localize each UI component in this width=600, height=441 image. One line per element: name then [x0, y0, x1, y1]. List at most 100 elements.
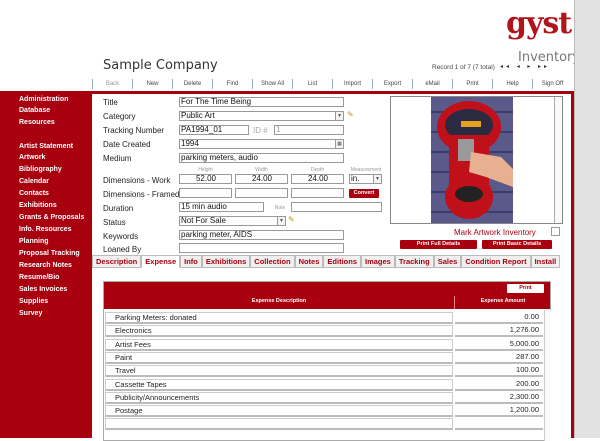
expense-amount-cell[interactable]: 5,000.00 — [455, 339, 543, 351]
tab-expense[interactable]: Expense — [141, 255, 181, 268]
print-full-details-button[interactable]: Print Full Details — [400, 240, 477, 249]
sidebar-item-sales-invoices[interactable]: Sales Invoices — [19, 286, 68, 293]
sidebar-item-administration[interactable]: Administration — [19, 96, 69, 103]
note-field[interactable] — [291, 202, 382, 212]
sidebar-item-survey[interactable]: Survey — [19, 310, 43, 317]
sidebar-item-calendar[interactable]: Calendar — [19, 178, 49, 185]
tab-sales[interactable]: Sales — [433, 255, 462, 268]
pencil-icon[interactable]: ✎ — [347, 110, 354, 119]
expense-scrollbar[interactable] — [544, 310, 551, 441]
chevron-down-icon[interactable]: ▼ — [335, 111, 344, 121]
convert-button[interactable]: Convert — [349, 189, 379, 198]
toolbar-email-button[interactable]: eMail — [412, 79, 452, 89]
expense-amount-cell[interactable] — [455, 418, 543, 431]
sidebar-item-artist-statement[interactable]: Artist Statement — [19, 143, 74, 150]
toolbar-delete-button[interactable]: Delete — [172, 79, 212, 89]
width-field[interactable]: 24.00 — [235, 174, 288, 184]
keywords-field[interactable]: parking meter, AIDS — [179, 230, 344, 240]
toolbar-find-button[interactable]: Find — [212, 79, 252, 89]
expense-header: Print Expense Description Expense Amount — [104, 282, 550, 309]
expense-description-cell[interactable]: Paint — [105, 351, 453, 364]
expense-amount-cell[interactable]: 1,276.00 — [455, 325, 543, 338]
tab-condition-report[interactable]: Condition Report — [461, 255, 531, 268]
col-expense-amount: Expense Amount — [480, 298, 526, 304]
duration-field[interactable]: 15 min audio — [179, 202, 264, 212]
toolbar-list-button[interactable]: List — [292, 79, 332, 89]
date-field[interactable]: 1994 — [179, 139, 344, 149]
sidebar-item-contacts[interactable]: Contacts — [19, 190, 49, 197]
expense-description-cell[interactable]: Cassette Tapes — [105, 378, 453, 391]
expense-amount-cell[interactable]: 100.00 — [455, 365, 543, 378]
toolbar-new-button[interactable]: New — [132, 79, 172, 89]
expense-description-cell[interactable]: Publicity/Announcements — [105, 391, 453, 404]
tab-editions[interactable]: Editions — [323, 255, 361, 268]
expense-amount-cell[interactable]: 0.00 — [455, 312, 543, 324]
expense-description-cell[interactable]: Electronics — [105, 325, 453, 338]
title-field[interactable]: For The Time Being — [179, 97, 344, 107]
expense-description-cell[interactable] — [105, 418, 453, 431]
status-select[interactable]: Not For Sale — [179, 216, 286, 226]
tab-exhibitions[interactable]: Exhibitions — [201, 255, 251, 268]
sidebar-item-research-notes[interactable]: Research Notes — [19, 262, 72, 269]
toolbar-sign-off-button[interactable]: Sign Off — [532, 79, 572, 89]
category-select[interactable]: Public Art — [179, 111, 344, 121]
depth-field[interactable]: 24.00 — [291, 174, 344, 184]
dim-work-label: Dimensions - Work — [103, 176, 171, 185]
tab-tracking[interactable]: Tracking — [394, 255, 434, 268]
company-name: Sample Company — [103, 58, 218, 73]
tab-collection[interactable]: Collection — [250, 255, 295, 268]
tracking-field[interactable]: PA1994_01 — [179, 125, 249, 135]
mark-inventory-checkbox[interactable] — [551, 227, 560, 236]
sidebar-item-planning[interactable]: Planning — [19, 238, 49, 245]
sidebar-item-exhibitions[interactable]: Exhibitions — [19, 202, 57, 209]
dim-framed-label: Dimensions - Framed — [103, 190, 180, 199]
toolbar-back-button[interactable]: Back — [92, 79, 132, 89]
tab-info[interactable]: Info — [180, 255, 202, 268]
measurement-select[interactable]: in. — [349, 174, 374, 184]
note-label: Note — [274, 205, 286, 211]
module-title: Inventory — [518, 50, 581, 65]
sidebar-item-grants-proposals[interactable]: Grants & Proposals — [19, 214, 85, 221]
chevron-down-icon[interactable]: ▼ — [373, 174, 382, 184]
expense-description-cell[interactable]: Artist Fees — [105, 338, 453, 351]
sidebar-item-resume-bio[interactable]: Resume/Bio — [19, 274, 60, 281]
expense-description-cell[interactable]: Parking Meters: donated — [105, 312, 453, 324]
print-expense-button[interactable]: Print — [507, 284, 544, 293]
loaned-field[interactable] — [179, 243, 344, 253]
image-scrollbar[interactable] — [554, 97, 562, 223]
sidebar-item-supplies[interactable]: Supplies — [19, 298, 49, 305]
tab-images[interactable]: Images — [361, 255, 395, 268]
toolbar-help-button[interactable]: Help — [492, 79, 532, 89]
sidebar-item-artwork[interactable]: Artwork — [19, 154, 46, 161]
medium-field[interactable]: parking meters, audio — [179, 153, 344, 163]
sidebar-item-bibliography[interactable]: Bibliography — [19, 166, 62, 173]
window-scrollbar[interactable] — [574, 0, 600, 438]
chevron-down-icon[interactable]: ▼ — [277, 216, 286, 226]
toolbar-print-button[interactable]: Print — [452, 79, 492, 89]
tab-notes[interactable]: Notes — [294, 255, 324, 268]
toolbar-export-button[interactable]: Export — [372, 79, 412, 89]
tab-install[interactable]: Install — [530, 255, 561, 268]
column-divider — [454, 296, 455, 309]
expense-amount-cell[interactable]: 200.00 — [455, 379, 543, 391]
sidebar-item-info-resources[interactable]: Info. Resources — [19, 226, 72, 233]
record-nav-arrows[interactable]: ◂◂ ◂ ▸ ▸▸ — [500, 64, 551, 70]
framed-depth-field[interactable] — [291, 188, 344, 198]
sidebar-item-database[interactable]: Database — [19, 107, 51, 114]
framed-height-field[interactable] — [179, 188, 232, 198]
height-field[interactable]: 52.00 — [179, 174, 232, 184]
expense-amount-cell[interactable]: 287.00 — [455, 352, 543, 364]
toolbar-show-all-button[interactable]: Show All — [252, 79, 292, 89]
expense-amount-cell[interactable]: 2,300.00 — [455, 392, 543, 404]
expense-description-cell[interactable]: Postage — [105, 405, 453, 418]
expense-description-cell[interactable]: Travel — [105, 365, 453, 378]
calendar-icon[interactable]: ▦ — [335, 139, 344, 149]
pencil-icon[interactable]: ✎ — [288, 215, 295, 224]
sidebar-item-proposal-tracking[interactable]: Proposal Tracking — [19, 250, 80, 257]
framed-width-field[interactable] — [235, 188, 288, 198]
tab-description[interactable]: Description — [92, 255, 142, 268]
toolbar-import-button[interactable]: Import — [332, 79, 372, 89]
print-basic-details-button[interactable]: Print Basic Details — [482, 240, 552, 249]
expense-amount-cell[interactable]: 1,200.00 — [455, 405, 543, 418]
sidebar-item-resources[interactable]: Resources — [19, 119, 55, 126]
